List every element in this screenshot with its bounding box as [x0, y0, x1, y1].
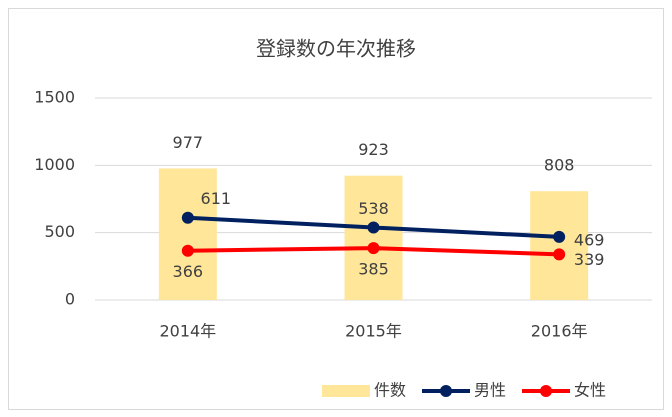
data-label: 977 — [173, 133, 204, 152]
chart-title: 登録数の年次推移 — [256, 37, 416, 61]
y-tick-label: 0 — [65, 290, 75, 309]
x-tick-label: 2014年 — [159, 322, 216, 341]
data-label: 339 — [574, 250, 605, 269]
y-tick-label: 500 — [44, 222, 75, 241]
legend-label: 男性 — [474, 381, 506, 400]
bar — [344, 175, 403, 300]
y-tick-label: 1000 — [34, 155, 75, 174]
legend-swatch — [540, 385, 552, 397]
data-label: 808 — [544, 156, 575, 175]
x-tick-label: 2016年 — [531, 322, 588, 341]
point — [367, 242, 380, 255]
point — [181, 244, 194, 257]
bar — [158, 168, 217, 300]
data-label: 923 — [358, 140, 389, 159]
point — [367, 221, 380, 234]
y-tick-label: 1500 — [34, 88, 75, 107]
legend-swatch — [322, 385, 370, 397]
point — [553, 248, 566, 261]
legend-label: 女性 — [574, 381, 606, 400]
point — [181, 211, 194, 224]
point — [553, 230, 566, 243]
data-label: 611 — [201, 189, 232, 208]
bar — [530, 191, 589, 300]
data-label: 469 — [574, 230, 605, 249]
x-tick-label: 2015年 — [345, 322, 402, 341]
data-label: 366 — [173, 262, 204, 281]
data-label: 538 — [358, 199, 389, 218]
data-label: 385 — [358, 260, 389, 279]
legend-swatch — [440, 385, 452, 397]
legend-label: 件数 — [374, 381, 406, 400]
